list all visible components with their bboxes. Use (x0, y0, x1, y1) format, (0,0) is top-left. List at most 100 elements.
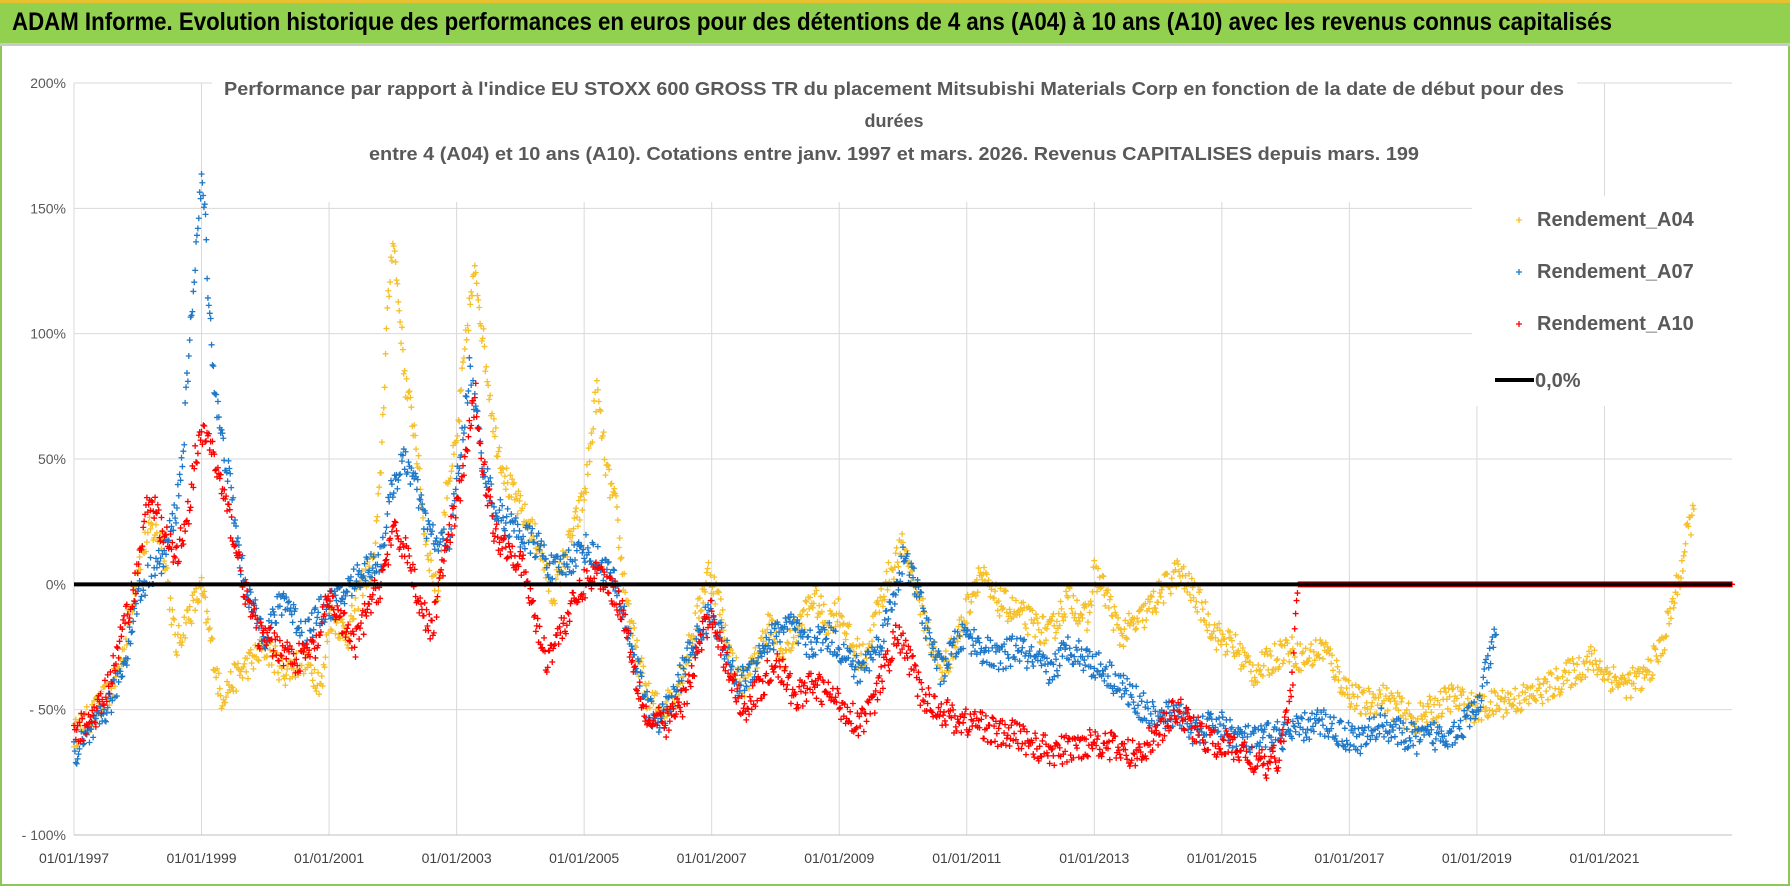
data-point (834, 651, 841, 658)
data-point (1216, 620, 1223, 627)
data-point (1405, 743, 1412, 750)
data-point (554, 571, 561, 578)
data-point (1049, 745, 1056, 752)
data-point (1451, 719, 1458, 726)
data-point (563, 622, 570, 629)
data-point (1194, 726, 1201, 733)
data-point (818, 593, 825, 600)
data-point (488, 481, 495, 488)
data-point (1200, 740, 1207, 747)
data-point (147, 507, 154, 514)
data-point (494, 453, 501, 460)
data-point (1131, 751, 1138, 758)
data-point (1293, 597, 1300, 604)
data-point (1343, 685, 1350, 692)
data-point (1258, 722, 1265, 729)
data-point (1071, 653, 1078, 660)
data-point (1227, 733, 1234, 740)
data-point (173, 652, 180, 659)
data-point (117, 668, 124, 675)
data-point (1159, 737, 1166, 744)
data-point (804, 685, 811, 692)
data-point (759, 642, 766, 649)
data-point (549, 659, 556, 666)
data-point (348, 592, 355, 599)
data-point (1548, 671, 1555, 678)
data-point (715, 588, 722, 595)
data-point (376, 484, 383, 491)
data-point (718, 624, 725, 631)
data-point (1245, 722, 1252, 729)
data-point (966, 726, 973, 733)
data-point (88, 726, 95, 733)
data-point (1051, 622, 1058, 629)
data-point (310, 639, 317, 646)
data-point (239, 674, 246, 681)
data-point (468, 422, 475, 429)
data-point (347, 638, 354, 645)
data-point (1053, 629, 1060, 636)
data-point (183, 619, 190, 626)
data-point (717, 651, 724, 658)
data-point (1487, 698, 1494, 705)
data-point (1105, 738, 1112, 745)
data-point (484, 465, 491, 472)
data-point (1329, 652, 1336, 659)
data-point (205, 430, 212, 437)
data-point (134, 570, 141, 577)
data-point (766, 678, 773, 685)
data-point (846, 647, 853, 654)
data-point (193, 238, 200, 245)
data-point (891, 600, 898, 607)
data-point (1366, 688, 1373, 695)
data-point (1483, 704, 1490, 711)
data-point (1392, 721, 1399, 728)
data-point (264, 653, 271, 660)
data-point (1287, 727, 1294, 734)
data-point (173, 544, 180, 551)
data-point (114, 645, 121, 652)
data-point (1575, 654, 1582, 661)
data-point (73, 726, 80, 733)
data-point (636, 679, 643, 686)
data-point (570, 568, 577, 575)
data-point (205, 626, 212, 633)
data-point (692, 610, 699, 617)
data-point (613, 492, 620, 499)
data-point (879, 678, 886, 685)
data-point (1109, 613, 1116, 620)
data-point (1248, 668, 1254, 675)
data-point (1035, 650, 1042, 657)
data-point (624, 627, 631, 634)
data-point (978, 645, 985, 652)
data-point (933, 714, 940, 721)
data-point (163, 565, 170, 572)
data-point (964, 731, 971, 738)
data-point (459, 365, 466, 372)
data-point (207, 315, 214, 322)
data-point (1483, 679, 1490, 686)
data-point (501, 473, 508, 480)
data-point (388, 477, 395, 484)
data-point (503, 555, 510, 562)
data-point (343, 628, 350, 635)
data-point (1380, 682, 1387, 689)
data-point (615, 544, 622, 551)
data-point (1396, 725, 1403, 732)
data-point (289, 619, 296, 626)
data-point (347, 573, 354, 580)
data-point (102, 694, 109, 701)
data-point (482, 492, 489, 499)
data-point (128, 629, 135, 636)
data-point (185, 520, 192, 527)
data-point (1043, 668, 1050, 675)
data-point (166, 517, 173, 524)
data-point (425, 517, 432, 524)
data-point (423, 535, 430, 542)
data-point (194, 450, 201, 457)
data-point (1227, 629, 1234, 636)
data-point (796, 683, 803, 690)
data-point (228, 514, 235, 521)
data-point (986, 722, 993, 729)
data-point (1384, 707, 1391, 714)
